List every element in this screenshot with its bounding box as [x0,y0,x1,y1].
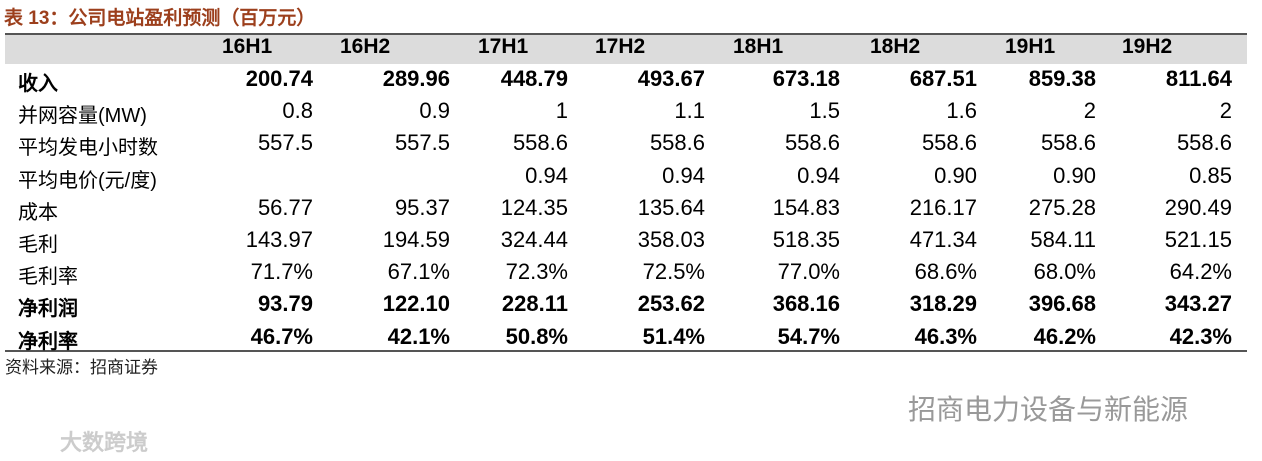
cell: 2 [1083,98,1096,124]
column-header: 19H1 [1005,35,1056,58]
cell: 343.27 [1164,291,1232,317]
cell: 194.59 [382,227,450,252]
cell: 200.74 [245,66,313,91]
cell: 358.03 [637,227,705,252]
cell: 1 [555,98,568,124]
cell: 46.2% [1033,323,1096,349]
cell: 216.17 [909,194,977,220]
cell: 56.77 [257,194,313,220]
cell: 42.3% [1169,323,1232,349]
cell: 558.6 [649,130,705,156]
cell: 318.29 [909,291,977,317]
cell: 72.3% [505,259,568,285]
cell: 54.7% [777,323,840,349]
cell: 558.6 [1176,130,1232,156]
row-label: 平均发电小时数 [18,137,158,160]
table-title: 表 13：公司电站盈利预测（百万元） [4,8,316,29]
cell: 558.6 [784,130,840,156]
watermark: 招商电力设备与新能源 [908,394,1189,425]
cell: 51.4% [642,323,705,349]
cell: 2 [1219,98,1232,124]
row-label: 毛利率 [18,266,78,289]
cell: 584.11 [1030,227,1096,252]
cell: 0.8 [282,98,313,124]
cell: 0.94 [525,162,568,188]
cell: 493.67 [637,66,705,91]
cell: 135.64 [637,194,705,220]
cell: 228.11 [501,291,568,317]
cell: 324.44 [500,227,568,252]
column-header: 16H2 [340,35,391,58]
column-header: 16H1 [222,35,273,58]
cell: 521.15 [1164,227,1232,252]
cell: 253.62 [637,291,705,317]
cell: 67.1% [387,259,450,285]
cell: 368.16 [772,291,840,317]
cell: 42.1% [387,323,450,349]
cell: 811.64 [1165,66,1232,91]
cell: 95.37 [394,194,450,220]
bottom-rule [5,350,1247,352]
cell: 1.5 [809,98,840,124]
cell: 93.79 [257,291,313,317]
cell: 859.38 [1028,66,1096,91]
column-header: 17H2 [595,35,646,58]
cell: 154.83 [772,194,840,220]
row-label: 净利率 [18,330,78,353]
cell: 68.6% [914,259,977,285]
cell: 275.28 [1028,194,1096,220]
column-header: 19H2 [1122,35,1173,58]
cell: 72.5% [642,259,705,285]
cell: 124.35 [500,194,568,220]
row-label: 收入 [18,73,58,95]
watermark: 大数跨境 [60,430,149,455]
cell: 64.2% [1169,259,1232,285]
cell: 0.85 [1189,162,1232,188]
row-label: 毛利 [18,234,58,256]
cell: 0.90 [1053,162,1096,188]
column-header: 18H2 [870,35,921,58]
column-header: 18H1 [733,35,784,58]
cell: 122.10 [382,291,450,317]
cell: 558.6 [512,130,568,156]
cell: 143.97 [245,227,313,252]
cell: 290.49 [1164,194,1232,220]
cell: 0.9 [419,98,450,124]
cell: 687.51 [909,66,977,91]
cell: 46.3% [914,323,977,349]
cell: 557.5 [257,130,313,156]
cell: 396.68 [1028,291,1096,317]
cell: 50.8% [505,323,568,349]
cell: 448.79 [500,66,568,91]
cell: 71.7% [250,259,313,285]
row-label: 平均电价(元/度) [18,169,157,192]
cell: 77.0% [777,259,840,285]
cell: 0.94 [662,162,705,188]
cell: 0.90 [934,162,977,188]
cell: 471.34 [909,227,977,252]
header-band [5,33,1247,64]
cell: 46.7% [250,323,313,349]
row-label: 并网容量(MW) [18,105,147,128]
cell: 673.18 [772,66,840,91]
cell: 68.0% [1033,259,1096,285]
row-label: 净利润 [18,298,78,321]
cell: 558.6 [921,130,977,156]
cell: 1.1 [674,98,705,124]
cell: 518.35 [772,227,840,252]
cell: 289.96 [382,66,450,91]
cell: 1.6 [946,98,977,124]
source-note: 资料来源：招商证券 [5,358,158,377]
cell: 0.94 [797,162,840,188]
cell: 558.6 [1040,130,1096,156]
row-label: 成本 [18,201,58,224]
cell: 557.5 [394,130,450,156]
column-header: 17H1 [478,35,529,58]
